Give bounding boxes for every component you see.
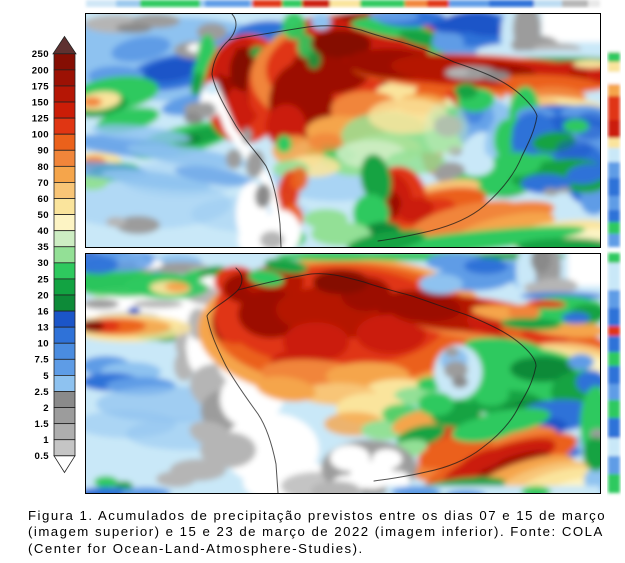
svg-text:1.5: 1.5 xyxy=(34,419,49,430)
svg-text:2.5: 2.5 xyxy=(34,387,49,398)
svg-text:20: 20 xyxy=(38,290,49,301)
svg-text:25: 25 xyxy=(38,274,50,285)
svg-text:13: 13 xyxy=(38,323,49,334)
svg-text:90: 90 xyxy=(38,146,49,157)
svg-text:100: 100 xyxy=(32,130,49,141)
svg-text:250: 250 xyxy=(32,49,49,60)
svg-text:125: 125 xyxy=(32,114,49,125)
svg-text:200: 200 xyxy=(32,65,49,76)
svg-text:1: 1 xyxy=(43,435,49,446)
svg-text:40: 40 xyxy=(38,226,49,237)
svg-text:10: 10 xyxy=(38,339,49,350)
svg-text:35: 35 xyxy=(38,242,50,253)
svg-text:5: 5 xyxy=(43,371,49,382)
svg-text:150: 150 xyxy=(32,97,49,108)
svg-text:50: 50 xyxy=(38,210,49,221)
svg-text:7.5: 7.5 xyxy=(34,355,49,366)
svg-text:16: 16 xyxy=(38,306,49,317)
svg-text:60: 60 xyxy=(38,194,49,205)
svg-text:70: 70 xyxy=(38,178,49,189)
svg-text:0.5: 0.5 xyxy=(34,451,49,462)
svg-text:80: 80 xyxy=(38,162,49,173)
svg-text:30: 30 xyxy=(38,258,49,269)
svg-text:175: 175 xyxy=(32,81,49,92)
svg-text:2: 2 xyxy=(43,403,49,414)
